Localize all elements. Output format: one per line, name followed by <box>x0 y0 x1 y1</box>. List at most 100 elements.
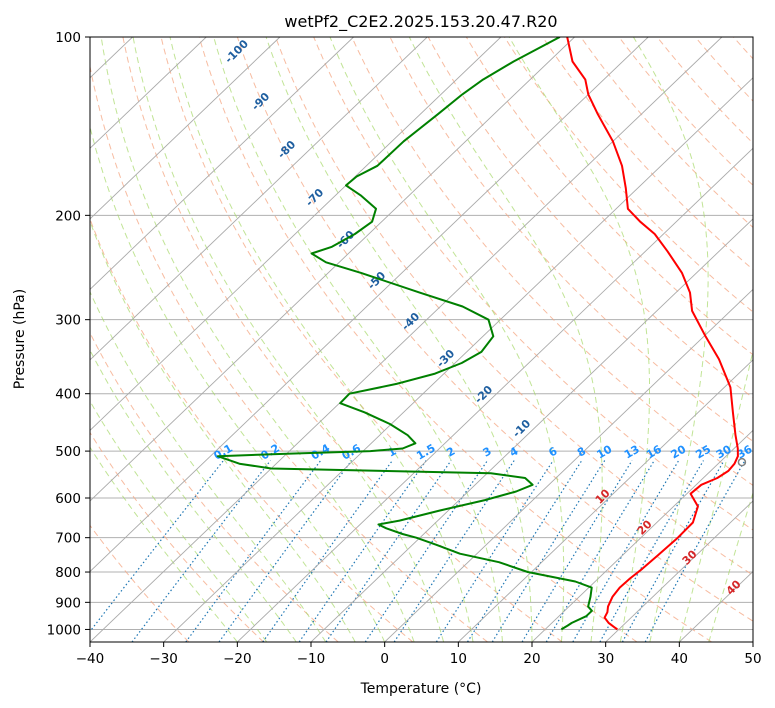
dry-adiabat-line <box>90 331 339 642</box>
mixing-ratio-line <box>262 460 393 642</box>
isotherm-line <box>90 37 281 220</box>
dry-adiabat-line <box>427 37 753 399</box>
y-tick-label: 500 <box>55 444 81 460</box>
mixing-ratio-line <box>572 460 680 642</box>
mixing-ratio-label: 16 <box>644 442 664 461</box>
mixing-ratio-line <box>545 460 655 642</box>
moist-adiabat-line <box>90 125 386 642</box>
dry-adiabat-label: -100 <box>222 37 251 66</box>
mixing-ratio-label: 0.1 <box>212 442 235 463</box>
dry-adiabat-line <box>90 431 264 642</box>
y-axis-ticks: 1000 900 800 700 600 500 400 300 200 100 <box>47 30 90 638</box>
moist-adiabat-line <box>632 37 709 642</box>
x-tick-label: 40 <box>671 651 688 667</box>
moist-adiabat-line <box>90 400 268 642</box>
moist-adiabat-line <box>508 37 650 642</box>
isotherm-line <box>752 641 753 642</box>
isotherm-line <box>90 37 502 432</box>
plot-frame <box>89 36 754 643</box>
chart-title: wetPf2_C2E2.2025.153.20.47.R20 <box>284 12 557 32</box>
y-tick-label: 300 <box>55 313 81 329</box>
isotherm-line <box>163 77 753 642</box>
y-tick-label: 400 <box>55 387 81 403</box>
y-tick-label: 700 <box>55 531 81 547</box>
moist-adiabat-line <box>265 37 533 642</box>
x-tick-label: 50 <box>744 651 761 667</box>
moist-adiabats <box>90 37 753 642</box>
y-tick-label: 900 <box>55 595 81 611</box>
mixing-ratio-line <box>621 460 725 642</box>
horizontal-gridlines <box>90 37 753 630</box>
moist-adiabat-line <box>408 37 603 642</box>
mixing-ratio-label: 10 <box>595 442 615 461</box>
dry-adiabat-line <box>733 37 753 60</box>
y-tick-label: 600 <box>55 491 81 507</box>
y-tick-label: 200 <box>55 208 81 224</box>
moist-adiabat-line <box>708 491 753 642</box>
mixing-ratio-line <box>131 460 271 642</box>
mixing-ratio-label: 4 <box>507 444 520 459</box>
mixing-ratio-label: 3 <box>481 445 494 460</box>
skewed-isotherms <box>0 37 753 654</box>
dry-adiabat-line <box>160 37 638 642</box>
dry-adiabat-line <box>542 37 753 271</box>
dry-adiabat-label: -20 <box>472 383 495 406</box>
mixing-ratio-line <box>298 460 427 642</box>
moist-adiabat-line <box>90 219 356 642</box>
x-tick-label: −30 <box>149 651 178 667</box>
mixing-ratio-line <box>644 460 746 642</box>
moist-adiabat-label: 10 <box>593 486 613 506</box>
mixing-ratio-lines <box>90 460 746 642</box>
mixing-ratio-line <box>90 460 224 633</box>
isotherm-line <box>90 37 207 149</box>
x-tick-label: 20 <box>523 651 540 667</box>
x-axis-label: Temperature (°C) <box>360 681 482 697</box>
x-tick-label: 30 <box>597 651 614 667</box>
dry-adiabat-label: -70 <box>303 186 326 209</box>
x-tick-label: −20 <box>223 651 252 667</box>
mixing-ratio-line <box>521 460 633 642</box>
moist-adiabat-line <box>90 349 297 642</box>
mixing-ratio-label: 25 <box>693 443 713 462</box>
lcl-marker <box>737 457 747 467</box>
dry-adiabat-line <box>90 217 414 642</box>
moist-adiabat-label: 20 <box>635 517 655 537</box>
dry-adiabat-label: -90 <box>249 90 272 113</box>
mixing-ratio-line <box>185 460 322 642</box>
isotherm-line <box>90 37 575 502</box>
dry-adiabat-line <box>465 37 753 356</box>
mixing-ratio-line <box>364 460 488 642</box>
moist-adiabat-label: 30 <box>680 547 700 567</box>
mixing-ratio-label: 1 <box>386 445 399 460</box>
dry-adiabat-line <box>656 37 753 144</box>
dry-adiabat-line <box>122 37 563 642</box>
dry-adiabat-line <box>504 37 753 313</box>
moist-adiabat-line <box>213 37 503 642</box>
dry-adiabat-line <box>351 37 753 487</box>
temperature-line <box>566 37 739 631</box>
dry-adiabat-line <box>236 37 753 622</box>
dry-adiabat-line <box>580 37 753 229</box>
moist-adiabat-line <box>90 446 238 642</box>
isotherm-line <box>90 37 649 573</box>
mixing-ratio-label: 1.5 <box>414 442 437 463</box>
dry-adiabat-label: -10 <box>510 417 533 440</box>
isotherm-line <box>0 37 59 654</box>
dry-adiabat-line <box>198 37 712 642</box>
mixing-ratio-line <box>218 460 353 642</box>
moist-adiabat-line <box>169 37 474 642</box>
dry-adiabats <box>90 37 753 642</box>
mixing-ratio-label: 2 <box>444 445 457 460</box>
dry-adiabat-line <box>313 37 753 531</box>
moist-adiabat-line <box>132 37 445 642</box>
isotherm-line <box>310 218 753 642</box>
x-tick-label: −40 <box>76 651 105 667</box>
mixing-ratio-label: 20 <box>669 442 689 461</box>
mixing-ratio-label: 30 <box>714 442 734 461</box>
dry-adiabat-line <box>90 64 488 642</box>
isotherm-line <box>90 37 723 642</box>
x-tick-label: 0 <box>380 651 389 667</box>
dry-adiabat-label: -80 <box>275 138 298 161</box>
mixing-ratio-label: 6 <box>546 444 559 459</box>
y-tick-label: 100 <box>55 30 81 46</box>
